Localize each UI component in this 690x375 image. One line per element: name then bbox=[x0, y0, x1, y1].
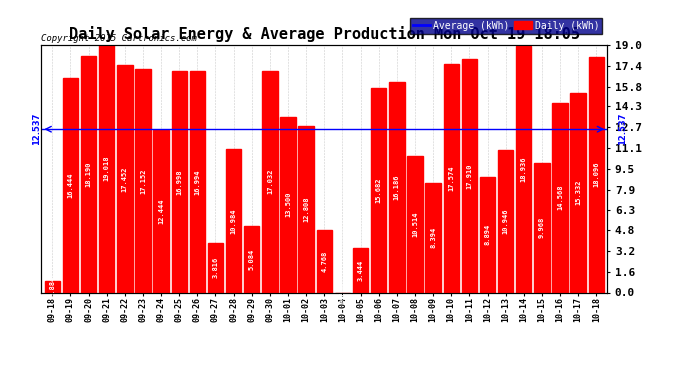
Text: 10.514: 10.514 bbox=[412, 211, 418, 237]
Text: 18.190: 18.190 bbox=[86, 161, 92, 187]
Text: 10.984: 10.984 bbox=[230, 208, 237, 234]
Legend: Average (kWh), Daily (kWh): Average (kWh), Daily (kWh) bbox=[410, 18, 602, 33]
Text: 10.946: 10.946 bbox=[502, 209, 509, 234]
Text: 8.894: 8.894 bbox=[484, 224, 491, 245]
Bar bbox=[299, 126, 314, 292]
Bar bbox=[353, 248, 368, 292]
Bar bbox=[172, 71, 187, 292]
Text: 16.994: 16.994 bbox=[195, 169, 200, 195]
Bar bbox=[371, 88, 386, 292]
Text: 17.152: 17.152 bbox=[140, 168, 146, 194]
Text: 15.682: 15.682 bbox=[375, 178, 382, 203]
Text: 12.537: 12.537 bbox=[32, 113, 41, 146]
Text: 17.452: 17.452 bbox=[122, 166, 128, 192]
Bar bbox=[589, 57, 604, 292]
Bar bbox=[426, 183, 441, 292]
Bar bbox=[498, 150, 513, 292]
Bar bbox=[63, 78, 78, 292]
Bar bbox=[117, 65, 132, 292]
Bar bbox=[153, 130, 169, 292]
Text: 18.096: 18.096 bbox=[593, 162, 600, 188]
Text: 12.808: 12.808 bbox=[303, 196, 309, 222]
Bar bbox=[190, 71, 205, 292]
Bar bbox=[45, 281, 60, 292]
Text: 0.884: 0.884 bbox=[49, 276, 55, 297]
Bar bbox=[407, 156, 423, 292]
Text: 15.332: 15.332 bbox=[575, 180, 581, 206]
Bar bbox=[262, 70, 277, 292]
Text: 14.568: 14.568 bbox=[557, 185, 563, 210]
Text: 12.444: 12.444 bbox=[158, 199, 164, 224]
Bar bbox=[444, 64, 459, 292]
Bar bbox=[135, 69, 150, 292]
Text: 17.032: 17.032 bbox=[267, 169, 273, 194]
Text: 12.537: 12.537 bbox=[618, 113, 627, 146]
Text: 3.816: 3.816 bbox=[213, 257, 219, 278]
Text: 16.444: 16.444 bbox=[68, 172, 73, 198]
Text: 17.574: 17.574 bbox=[448, 165, 454, 191]
Bar bbox=[462, 59, 477, 292]
Text: 16.186: 16.186 bbox=[394, 174, 400, 200]
Bar bbox=[552, 103, 568, 292]
Bar bbox=[99, 45, 115, 292]
Text: 4.768: 4.768 bbox=[322, 251, 327, 272]
Title: Daily Solar Energy & Average Production Mon Oct 19 18:05: Daily Solar Energy & Average Production … bbox=[69, 27, 580, 42]
Bar bbox=[81, 56, 97, 292]
Bar bbox=[317, 230, 332, 292]
Bar bbox=[208, 243, 223, 292]
Bar bbox=[516, 46, 531, 292]
Text: 17.910: 17.910 bbox=[466, 163, 473, 189]
Bar bbox=[280, 117, 296, 292]
Text: 19.018: 19.018 bbox=[104, 156, 110, 182]
Bar bbox=[480, 177, 495, 292]
Text: 0.000: 0.000 bbox=[339, 282, 346, 303]
Bar bbox=[389, 82, 404, 292]
Bar bbox=[226, 149, 241, 292]
Text: 8.394: 8.394 bbox=[430, 227, 436, 249]
Text: 3.444: 3.444 bbox=[357, 260, 364, 281]
Bar bbox=[571, 93, 586, 292]
Text: 5.084: 5.084 bbox=[249, 249, 255, 270]
Text: 18.936: 18.936 bbox=[521, 156, 526, 182]
Bar bbox=[534, 163, 550, 292]
Text: 13.500: 13.500 bbox=[285, 192, 291, 217]
Text: Copyright 2015 Cartronics.com: Copyright 2015 Cartronics.com bbox=[41, 33, 197, 42]
Text: 16.998: 16.998 bbox=[176, 169, 182, 195]
Text: 9.968: 9.968 bbox=[539, 217, 545, 238]
Bar bbox=[244, 226, 259, 292]
